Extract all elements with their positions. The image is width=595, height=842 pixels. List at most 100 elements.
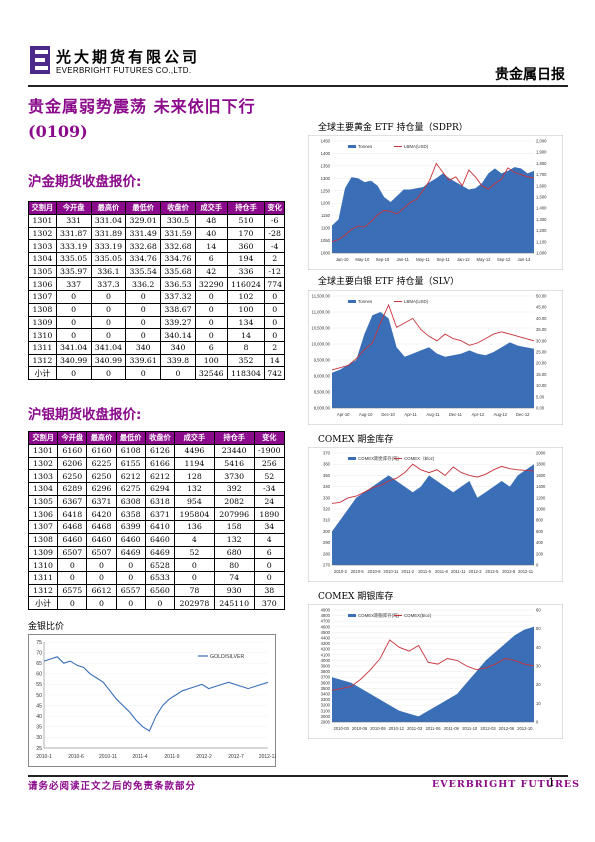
table-cell: 132 bbox=[213, 532, 255, 547]
table-cell: 337 bbox=[55, 277, 92, 292]
x-tick-label: 2010-8 bbox=[368, 569, 382, 574]
y-tick-label: 40 bbox=[36, 714, 42, 720]
x-tick-label: 2010-11 bbox=[99, 754, 117, 760]
table-cell: 1306 bbox=[27, 507, 59, 522]
table-cell: 0 bbox=[264, 302, 285, 317]
table-cell: 1302 bbox=[28, 226, 57, 241]
table-cell: 0 bbox=[115, 558, 146, 572]
y-left-tick-label: 2900 bbox=[321, 720, 331, 725]
table-cell: 335.05 bbox=[90, 252, 127, 266]
table-cell: 332.68 bbox=[160, 239, 196, 254]
table-cell: 1307 bbox=[28, 290, 57, 304]
x-tick-label: 2011-8 bbox=[435, 569, 448, 574]
table-cell: 0 bbox=[86, 596, 117, 610]
table-cell: 337.3 bbox=[90, 277, 127, 292]
table-cell: 100 bbox=[194, 353, 228, 368]
x-tick-label: 2011-5 bbox=[418, 569, 431, 574]
table-cell: 6371 bbox=[86, 494, 117, 509]
y-right-tick-label: 1,400 bbox=[536, 206, 547, 211]
table-cell: 336 bbox=[226, 264, 266, 279]
x-tick-label: Jan-10 bbox=[336, 257, 349, 262]
y-left-tick-label: 3100 bbox=[321, 708, 331, 713]
x-tick-label: Jan-13 bbox=[517, 257, 530, 262]
column-header: 持仓手 bbox=[226, 201, 266, 215]
column-header: 持仓手 bbox=[213, 431, 255, 445]
table-cell: 6296 bbox=[86, 482, 117, 496]
table-cell: 332.68 bbox=[125, 239, 162, 254]
table-cell: 1301 bbox=[28, 214, 57, 228]
legend-label: Tonnes bbox=[358, 299, 373, 304]
x-tick-label: 2010-06 bbox=[352, 726, 368, 731]
table-cell: 6468 bbox=[57, 520, 88, 534]
table-cell: 6418 bbox=[57, 507, 88, 522]
table-row: 1307 0 0 0 337.32 0 102 0 bbox=[28, 290, 285, 304]
column-header: 变化 bbox=[264, 201, 285, 215]
table-cell: -4 bbox=[264, 239, 285, 254]
table-cell: 330.5 bbox=[160, 214, 196, 228]
y-left-tick-label: 300 bbox=[323, 529, 331, 534]
table-cell: 335.05 bbox=[55, 252, 92, 266]
y-left-tick-label: 4200 bbox=[321, 647, 331, 652]
legend-label: COMEX（$/oz) bbox=[404, 456, 435, 461]
table-cell: 0 bbox=[160, 366, 196, 380]
table-cell: 38 bbox=[253, 583, 286, 598]
table-row: 1305 6367 6371 6308 6318 954 2082 24 bbox=[27, 494, 286, 509]
table-cell: 0 bbox=[174, 558, 215, 572]
table-cell: 158 bbox=[213, 520, 255, 534]
table-header-row: 交割月 今开盘 最高价 最低价 收盘价 成交手 持仓手 变化 bbox=[28, 201, 285, 215]
table-row: 1311 341.04 341.04 340 340 6 8 2 bbox=[28, 340, 285, 355]
table-cell: 14 bbox=[226, 328, 266, 342]
table-cell: 6533 bbox=[144, 570, 176, 585]
table-cell: 1308 bbox=[28, 302, 57, 317]
table-cell: 6 bbox=[253, 545, 286, 560]
table-cell: 370 bbox=[253, 596, 286, 610]
x-tick-label: Apr-10 bbox=[337, 412, 350, 417]
table-cell: 6460 bbox=[115, 532, 146, 547]
table-header-row: 交割月 今开盘 最高价 最低价 收盘价 成交手 持仓手 变化 bbox=[27, 431, 286, 445]
y-left-tick-label: 320 bbox=[323, 507, 331, 512]
x-tick-label: 2012-06 bbox=[499, 726, 515, 731]
x-tick-label: Aug-11 bbox=[426, 412, 440, 417]
column-header: 交割月 bbox=[27, 431, 59, 445]
table-cell: 6557 bbox=[115, 583, 146, 598]
table-cell: 392 bbox=[213, 482, 255, 496]
table-cell: 6289 bbox=[57, 482, 88, 496]
table-cell: 100 bbox=[226, 302, 266, 317]
y-left-tick-label: 3300 bbox=[321, 697, 331, 702]
table-row: 1302 331.87 331.89 331.49 331.59 40 170 -28 bbox=[28, 226, 285, 241]
table-cell: 680 bbox=[213, 545, 255, 560]
table-cell: 360 bbox=[226, 239, 266, 254]
table-row: 1302 6206 6225 6155 6166 1194 5416 256 bbox=[27, 456, 286, 471]
table-row: 1310 0 0 0 6528 0 80 0 bbox=[27, 558, 286, 572]
table-cell: 334.76 bbox=[125, 252, 162, 266]
table-cell: 2 bbox=[264, 252, 285, 266]
y-tick-label: 30 bbox=[36, 735, 42, 741]
chart-caption-slv: 全球主要白银 ETF 持仓量（SLV） bbox=[318, 277, 460, 287]
x-tick-label: Sep-12 bbox=[497, 257, 511, 262]
y-right-tick-label: 20 bbox=[536, 682, 541, 687]
table-cell: 194 bbox=[226, 252, 266, 266]
y-right-tick-label: 1,200 bbox=[536, 228, 547, 233]
company-name-cn: 光大期货有限公司 bbox=[56, 48, 201, 66]
y-right-tick-label: 1,100 bbox=[536, 239, 547, 244]
table-cell: 338.67 bbox=[160, 302, 196, 317]
table-cell: 0 bbox=[86, 558, 117, 572]
table-cell: 6212 bbox=[115, 469, 146, 484]
y-left-tick-label: 4000 bbox=[321, 658, 331, 663]
table-cell: 331.04 bbox=[90, 214, 127, 228]
table-cell: 335.54 bbox=[125, 264, 162, 279]
table-cell: -1900 bbox=[253, 444, 286, 458]
table-cell: 202978 bbox=[174, 596, 215, 610]
y-right-tick-label: 40 bbox=[536, 645, 541, 650]
y-left-tick-label: 3700 bbox=[321, 675, 331, 680]
table-cell: 32290 bbox=[194, 277, 228, 292]
y-right-tick-label: 10.00 bbox=[536, 383, 547, 388]
table-cell: 0 bbox=[57, 570, 88, 585]
table-cell: 32546 bbox=[194, 366, 228, 380]
x-tick-label: 2012-10 bbox=[517, 726, 533, 731]
disclaimer-text: 请务必阅读正文之后的免责条款部分 bbox=[28, 781, 197, 792]
silver-quote-table: 交割月 今开盘 最高价 最低价 收盘价 成交手 持仓手 变化 1301 6160 6160 6108… bbox=[27, 431, 286, 610]
y-left-tick-label: 3900 bbox=[321, 664, 331, 669]
table-cell: 954 bbox=[174, 494, 215, 509]
x-tick-label: 2011-4 bbox=[132, 754, 147, 760]
